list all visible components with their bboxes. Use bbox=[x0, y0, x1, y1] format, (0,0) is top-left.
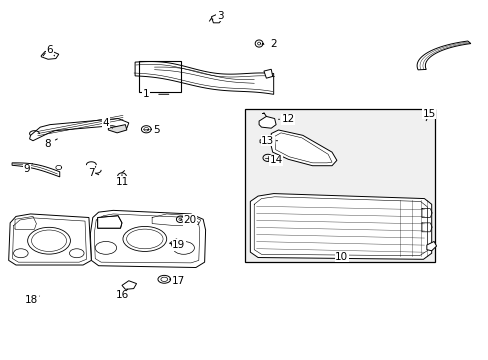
Polygon shape bbox=[41, 51, 59, 59]
Polygon shape bbox=[260, 138, 272, 144]
Text: 20: 20 bbox=[183, 215, 196, 225]
Ellipse shape bbox=[126, 229, 163, 249]
Text: 2: 2 bbox=[270, 39, 276, 49]
Text: 12: 12 bbox=[281, 114, 294, 124]
Text: 19: 19 bbox=[172, 240, 185, 250]
Polygon shape bbox=[108, 125, 126, 133]
Polygon shape bbox=[9, 214, 91, 265]
Ellipse shape bbox=[31, 230, 66, 251]
Text: 8: 8 bbox=[44, 139, 51, 149]
Polygon shape bbox=[259, 116, 276, 128]
Text: 13: 13 bbox=[261, 136, 274, 146]
Ellipse shape bbox=[14, 249, 28, 258]
Text: 4: 4 bbox=[102, 118, 109, 128]
Text: 3: 3 bbox=[217, 11, 223, 21]
Text: 9: 9 bbox=[23, 164, 30, 174]
Polygon shape bbox=[98, 216, 122, 228]
Text: 14: 14 bbox=[269, 156, 282, 165]
Ellipse shape bbox=[95, 242, 116, 254]
Text: 15: 15 bbox=[422, 109, 435, 119]
Polygon shape bbox=[271, 130, 336, 166]
Text: 18: 18 bbox=[25, 296, 38, 305]
Bar bbox=[138, 61, 181, 93]
Ellipse shape bbox=[161, 277, 167, 282]
Text: 16: 16 bbox=[115, 290, 128, 300]
Polygon shape bbox=[122, 281, 136, 289]
Polygon shape bbox=[12, 163, 60, 177]
Polygon shape bbox=[264, 69, 272, 78]
Text: 5: 5 bbox=[153, 125, 160, 135]
Polygon shape bbox=[30, 118, 128, 141]
Ellipse shape bbox=[158, 275, 170, 283]
Text: 17: 17 bbox=[172, 276, 185, 286]
Ellipse shape bbox=[173, 242, 194, 254]
Text: 6: 6 bbox=[46, 45, 53, 55]
Polygon shape bbox=[250, 194, 431, 259]
Text: 7: 7 bbox=[88, 168, 95, 178]
Text: 11: 11 bbox=[115, 177, 128, 187]
Ellipse shape bbox=[69, 249, 84, 258]
Polygon shape bbox=[211, 15, 222, 23]
Polygon shape bbox=[90, 210, 205, 267]
Polygon shape bbox=[135, 62, 273, 94]
Polygon shape bbox=[416, 41, 470, 70]
Ellipse shape bbox=[122, 226, 166, 251]
Text: 1: 1 bbox=[142, 89, 149, 99]
Polygon shape bbox=[426, 242, 436, 251]
Bar bbox=[245, 109, 434, 262]
Text: 10: 10 bbox=[334, 252, 347, 262]
Ellipse shape bbox=[28, 227, 70, 254]
Polygon shape bbox=[170, 239, 182, 247]
